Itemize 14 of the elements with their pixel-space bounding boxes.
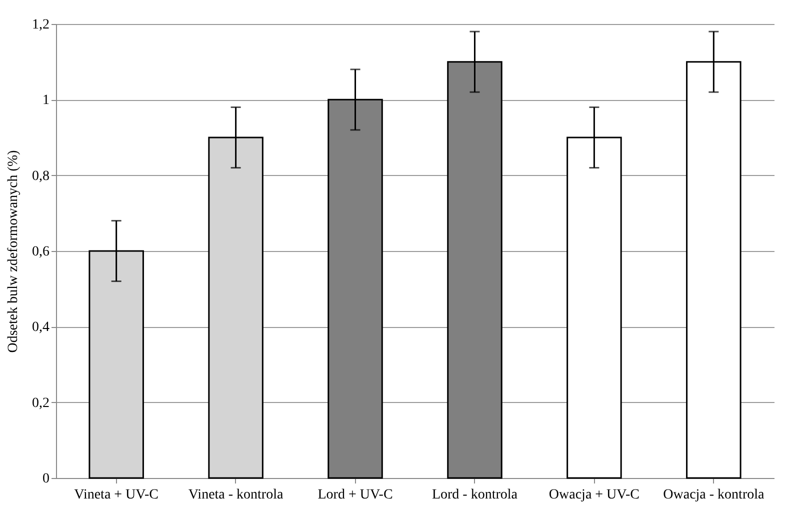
x-tick-label: Owacja + UV-C: [548, 488, 640, 502]
y-tick-label: 1: [42, 93, 50, 108]
y-axis-title: Odsetek bulw zdeformowanych (%): [6, 150, 21, 353]
x-tick-label: Owacja - kontrola: [663, 488, 765, 502]
y-tick-label: 0,8: [32, 168, 50, 184]
y-tick-label: 0,2: [32, 396, 50, 411]
y-tick-label: 0,6: [32, 244, 50, 260]
x-tick-label: Vineta + UV-C: [74, 488, 158, 502]
y-tick-label: 0: [42, 472, 50, 486]
y-tick-label: 0,4: [32, 320, 50, 336]
y-tick-label: 1,2: [32, 18, 50, 32]
x-tick-label: Vineta - kontrola: [188, 488, 284, 502]
x-tick-label: Lord + UV-C: [318, 488, 393, 502]
x-tick-label: Lord - kontrola: [432, 488, 518, 502]
